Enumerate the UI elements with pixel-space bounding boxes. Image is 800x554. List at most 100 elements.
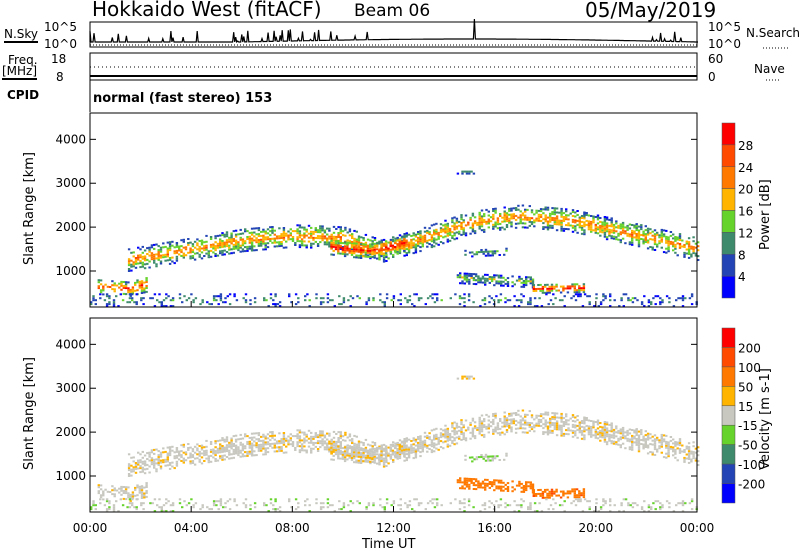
echo-point — [262, 230, 265, 233]
echo-point — [685, 248, 688, 251]
echo-point — [230, 445, 233, 448]
echo-point — [269, 234, 272, 237]
echo-point — [473, 230, 477, 233]
echo-point — [117, 510, 120, 513]
echo-point — [127, 486, 130, 489]
echo-point — [646, 438, 650, 441]
echo-point — [255, 438, 258, 441]
echo-point — [599, 224, 602, 227]
echo-point — [628, 223, 632, 226]
echo-point — [168, 446, 172, 449]
echo-point — [341, 435, 345, 438]
echo-point — [360, 236, 363, 239]
echo-point — [230, 238, 233, 241]
echo-point — [330, 239, 333, 242]
echo-point — [647, 299, 651, 302]
echo-point — [631, 243, 634, 246]
echo-point — [582, 492, 586, 495]
echo-point — [599, 234, 602, 237]
echo-point — [603, 221, 607, 224]
echo-point — [440, 504, 443, 507]
echo-point — [697, 450, 700, 453]
echo-point — [296, 230, 299, 233]
echo-point — [569, 490, 572, 493]
echo-point — [446, 443, 449, 446]
echo-point — [269, 498, 273, 501]
echo-point — [148, 459, 151, 462]
echo-point — [132, 255, 135, 258]
echo-point — [524, 226, 527, 229]
echo-point — [99, 289, 103, 292]
power-colorbar-tick: 16 — [738, 205, 753, 219]
echo-point — [571, 429, 575, 432]
echo-point — [338, 303, 341, 306]
echo-point — [300, 443, 304, 446]
echo-point — [433, 229, 436, 232]
echo-point — [203, 245, 206, 248]
echo-point — [456, 276, 460, 279]
echo-point — [209, 450, 213, 453]
echo-point — [649, 437, 652, 440]
echo-point — [510, 426, 513, 429]
echo-point — [601, 227, 604, 230]
echo-point — [330, 458, 333, 461]
echo-point — [520, 506, 523, 509]
echo-point — [544, 283, 547, 286]
echo-point — [565, 421, 568, 424]
echo-point — [97, 285, 100, 288]
echo-point — [471, 255, 474, 258]
echo-point — [520, 504, 523, 507]
echo-point — [189, 247, 192, 250]
echo-point — [681, 239, 684, 242]
echo-point — [652, 297, 655, 300]
echo-point — [403, 452, 406, 455]
echo-point — [426, 241, 429, 244]
echo-point — [339, 451, 342, 454]
echo-point — [455, 225, 459, 228]
echo-point — [122, 486, 125, 488]
echo-point — [578, 431, 581, 434]
echo-point — [200, 241, 204, 244]
echo-point — [187, 238, 190, 240]
echo-point — [474, 279, 478, 282]
echo-point — [505, 423, 509, 426]
echo-point — [687, 446, 691, 449]
echo-point — [153, 510, 157, 513]
echo-point — [646, 436, 650, 439]
echo-point — [304, 500, 307, 503]
echo-point — [180, 460, 183, 462]
echo-point — [159, 465, 163, 468]
echo-point — [382, 244, 385, 247]
echo-point — [462, 233, 465, 236]
echo-point — [417, 238, 420, 241]
echo-point — [442, 224, 445, 227]
echo-point — [400, 441, 404, 444]
echo-point — [465, 483, 469, 486]
echo-point — [651, 246, 654, 249]
echo-point — [487, 226, 490, 229]
echo-point — [439, 227, 443, 230]
echo-point — [246, 247, 249, 250]
echo-point — [582, 289, 586, 292]
echo-point — [423, 445, 427, 448]
echo-point — [378, 458, 381, 461]
echo-point — [164, 450, 167, 453]
echo-point — [157, 249, 160, 252]
echo-point — [303, 236, 306, 239]
echo-point — [373, 239, 377, 241]
echo-point — [417, 443, 420, 446]
echo-point — [413, 510, 416, 513]
echo-point — [678, 235, 682, 238]
echo-point — [629, 299, 632, 302]
echo-point — [175, 249, 179, 252]
echo-point — [541, 285, 545, 288]
echo-point — [510, 213, 513, 216]
echo-point — [241, 238, 245, 241]
echo-point — [624, 498, 628, 501]
echo-point — [517, 421, 520, 424]
echo-point — [216, 439, 220, 442]
echo-point — [102, 498, 105, 501]
echo-point — [643, 305, 646, 308]
nsky-line — [89, 18, 698, 44]
echo-point — [569, 287, 572, 290]
